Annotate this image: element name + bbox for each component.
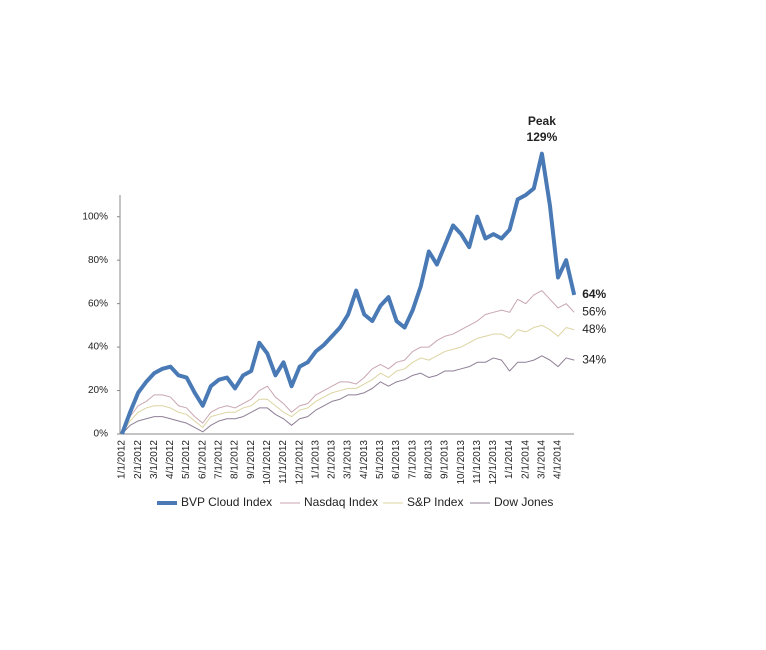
x-tick-label: 5/1/2013: [375, 440, 386, 479]
series-line: [121, 324, 575, 435]
value-label: 56%: [582, 304, 606, 318]
x-tick-label: 2/1/2014: [520, 440, 531, 479]
x-tick-label: 3/1/2012: [149, 440, 160, 479]
x-tick-label: 8/1/2012: [230, 440, 241, 479]
x-tick-label: 8/1/2013: [423, 440, 434, 479]
legend-label: BVP Cloud Index: [181, 495, 272, 509]
x-tick-label: 6/1/2012: [197, 440, 208, 479]
series-line: [121, 290, 575, 435]
x-tick-label: 12/1/2012: [294, 440, 305, 485]
x-tick-label: 10/1/2013: [456, 440, 467, 485]
y-tick-label: 100%: [82, 211, 108, 222]
y-tick-label: 20%: [88, 385, 108, 396]
x-tick-label: 1/1/2014: [504, 440, 515, 479]
legend-label: Dow Jones: [494, 495, 553, 509]
y-tick-label: 60%: [88, 298, 108, 309]
value-label: 129%: [527, 130, 558, 144]
x-tick-label: 3/1/2014: [537, 440, 548, 479]
series-line: [121, 355, 575, 435]
x-tick-label: 4/1/2014: [553, 440, 564, 479]
legend: BVP Cloud Index Nasdaq Index S&P Index Dow …: [157, 495, 553, 509]
x-tick-label: 1/1/2012: [117, 440, 128, 479]
annotation: Peak: [528, 114, 556, 128]
x-tick-label: 3/1/2013: [343, 440, 354, 479]
series-line: [120, 151, 577, 435]
x-tick-label: 2/1/2012: [133, 440, 144, 479]
y-tick-label: 40%: [88, 342, 108, 353]
x-tick-label: 11/1/2013: [472, 440, 483, 484]
value-label: 48%: [582, 322, 606, 336]
x-tick-label: 4/1/2013: [359, 440, 370, 479]
legend-label: S&P Index: [407, 495, 463, 509]
x-tick-label: 6/1/2013: [391, 440, 402, 479]
x-tick-label: 9/1/2013: [440, 440, 451, 479]
x-tick-label: 7/1/2012: [214, 440, 225, 479]
x-tick-label: 12/1/2013: [488, 440, 499, 485]
x-tick-label: 7/1/2013: [407, 440, 418, 479]
value-label: 64%: [582, 287, 606, 301]
y-tick-label: 80%: [88, 255, 108, 266]
x-tick-label: 1/1/2013: [310, 440, 321, 479]
x-tick-label: 2/1/2013: [327, 440, 338, 479]
value-label: 34%: [582, 352, 606, 366]
x-tick-label: 5/1/2012: [181, 440, 192, 479]
x-tick-label: 10/1/2012: [262, 440, 273, 485]
legend-label: Nasdaq Index: [304, 495, 378, 509]
x-tick-label: 4/1/2012: [165, 440, 176, 479]
x-tick-label: 11/1/2012: [278, 440, 289, 484]
x-tick-label: 9/1/2012: [246, 440, 257, 479]
y-tick-label: 0%: [94, 429, 109, 440]
